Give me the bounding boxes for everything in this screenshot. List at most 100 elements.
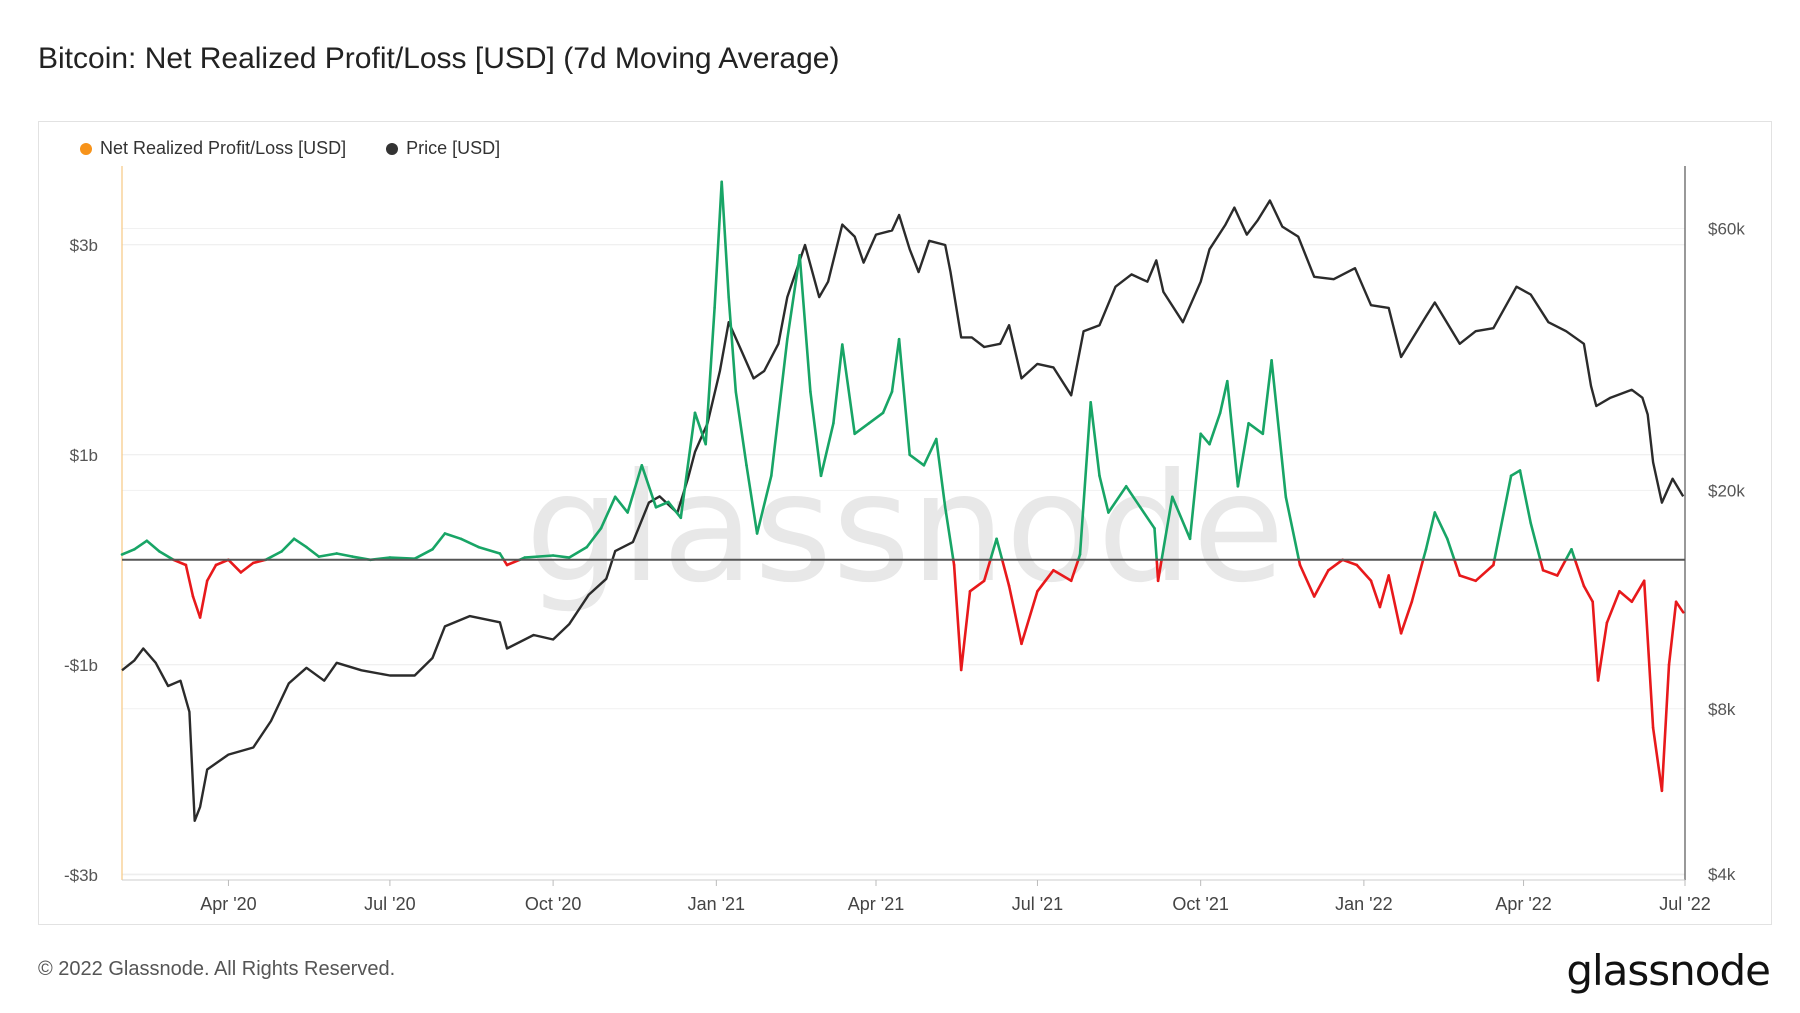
nrpl-segment-114-0: [1570, 547, 1577, 562]
nrpl-segment-73-0: [1069, 558, 1080, 583]
nrpl-segment-109-0: [1509, 469, 1522, 478]
nrpl-segment-11-0: [239, 561, 255, 574]
left-tick-label-0: $3b: [70, 236, 98, 255]
nrpl-segment-118-0: [1605, 589, 1621, 625]
nrpl-segment-115-0: [1582, 584, 1594, 604]
nrpl-segment-16-0: [305, 545, 321, 558]
x-tick-label-4: Apr '21: [848, 894, 904, 914]
nrpl-segment-61-0: [922, 437, 938, 467]
nrpl-segment-31-0: [567, 545, 589, 559]
nrpl-segment-81-0: [1156, 558, 1163, 583]
left-axis-ticks: $3b $1b -$1b -$3b: [64, 236, 98, 885]
nrpl-segment-100-0: [1387, 574, 1403, 635]
nrpl-segment-57-0: [881, 390, 894, 415]
nrpl-segment-120-0: [1630, 579, 1646, 604]
nrpl-segment-35-0: [626, 463, 644, 514]
nrpl-segment-43-0: [720, 180, 731, 299]
grid-lines: [122, 228, 1685, 876]
right-tick-label-3: $4k: [1708, 865, 1736, 884]
nrpl-segment-69-0: [1007, 584, 1023, 646]
nrpl-segment-124-0: [1667, 600, 1678, 667]
x-tick-label-1: Jul '20: [364, 894, 415, 914]
nrpl-segment-68-1: [1000, 558, 1011, 588]
nrpl-segment-72-0: [1052, 568, 1073, 583]
nrpl-segment-7-0: [198, 579, 209, 619]
nrpl-segment-22-0: [413, 547, 434, 561]
price-line: [121, 199, 1685, 822]
brand-logo: glassnode: [1566, 946, 1771, 995]
nrpl-segment-25-0: [459, 537, 480, 549]
nrpl-segment-58-0: [890, 337, 901, 394]
chart-title: Bitcoin: Net Realized Profit/Loss [USD] …: [38, 42, 840, 75]
nrpl-segment-10-0: [227, 558, 243, 574]
nrpl-segment-49-0: [785, 254, 802, 341]
x-tick-label-0: Apr '20: [200, 894, 256, 914]
price-series: [121, 199, 1685, 822]
nrpl-segment-45-0: [734, 390, 748, 467]
legend-item-price[interactable]: Price [USD]: [386, 138, 500, 159]
left-tick-label-2: -$1b: [64, 656, 98, 675]
nrpl-segment-56-0: [867, 411, 885, 425]
nrpl-segment-62-0: [934, 437, 947, 509]
legend-dot-nrpl: [80, 142, 92, 155]
nrpl-segment-111-0: [1529, 521, 1542, 562]
nrpl-segment-52-0: [819, 421, 835, 478]
nrpl-segment-70-0: [1020, 589, 1039, 646]
nrpl-segment-39-0: [679, 411, 697, 520]
nrpl-segment-37-0: [654, 500, 670, 509]
nrpl-segment-33-0: [599, 495, 617, 530]
x-tick-label-9: Jul '22: [1659, 894, 1710, 914]
nrpl-segment-48-0: [769, 337, 789, 478]
nrpl-segment-122-0: [1651, 726, 1664, 793]
nrpl-segment-55-0: [853, 421, 871, 436]
legend-label-nrpl: Net Realized Profit/Loss [USD]: [100, 138, 347, 158]
nrpl-segment-90-0: [1261, 358, 1273, 436]
nrpl-segment-64-0: [952, 563, 963, 672]
nrpl-segment-32-0: [585, 526, 603, 549]
nrpl-segment-21-0: [388, 556, 417, 561]
left-tick-label-3: -$3b: [64, 866, 98, 885]
nrpl-segment-83-0: [1188, 432, 1202, 541]
legend-item-nrpl[interactable]: Net Realized Profit/Loss [USD]: [80, 138, 346, 159]
nrpl-segment-101-0: [1399, 600, 1414, 635]
nrpl-segment-34-0: [613, 495, 629, 514]
nrpl-segment-29-0: [523, 554, 555, 559]
nrpl-segment-89-0: [1247, 421, 1265, 436]
nrpl-segment-125-0: [1674, 600, 1685, 614]
nrpl-segment-121-0: [1642, 579, 1655, 730]
x-tick-label-6: Oct '21: [1172, 894, 1228, 914]
nrpl-segment-8-0: [205, 563, 218, 583]
nrpl-segment-88-0: [1236, 421, 1250, 488]
nrpl-segment-5-0: [184, 563, 195, 598]
nrpl-segment-81-1: [1160, 495, 1174, 562]
right-axis-ticks: $60k $20k $8k $4k: [1708, 220, 1745, 884]
nrpl-segment-92-0: [1284, 495, 1301, 562]
chart-legend: Net Realized Profit/Loss [USD] Price [US…: [80, 138, 500, 159]
nrpl-segment-117-0: [1596, 621, 1609, 682]
nrpl-segment-113-0: [1556, 558, 1568, 577]
nrpl-segment-105-0: [1446, 537, 1456, 562]
nrpl-segment-30-0: [551, 554, 571, 559]
nrpl-segment-65-0: [959, 589, 972, 672]
nrpl-segment-60-0: [908, 453, 926, 467]
nrpl-segment-23-0: [431, 532, 447, 551]
nrpl-segment-76-0: [1098, 474, 1110, 514]
right-tick-label-2: $8k: [1708, 700, 1736, 719]
nrpl-segment-80-0: [1153, 526, 1158, 562]
legend-dot-price: [386, 142, 399, 155]
nrpl-segment-110-0: [1518, 469, 1532, 525]
watermark-text: glassnode: [525, 442, 1284, 616]
nrpl-segment-24-0: [443, 532, 463, 541]
nrpl-segment-103-0: [1424, 511, 1437, 551]
nrpl-segment-0-0: [120, 547, 136, 556]
nrpl-segment-98-0: [1369, 579, 1382, 609]
nrpl-segment-77-0: [1107, 484, 1128, 514]
nrpl-segment-113-1: [1564, 547, 1573, 562]
nrpl-segment-78-0: [1124, 484, 1142, 509]
nrpl-segment-3-0: [158, 550, 175, 562]
nrpl-segment-68-0: [995, 537, 1004, 562]
nrpl-segment-79-0: [1139, 505, 1156, 530]
nrpl-segment-18-0: [335, 552, 354, 558]
legend-label-price: Price [USD]: [406, 138, 501, 158]
nrpl-segment-54-0: [840, 343, 857, 436]
